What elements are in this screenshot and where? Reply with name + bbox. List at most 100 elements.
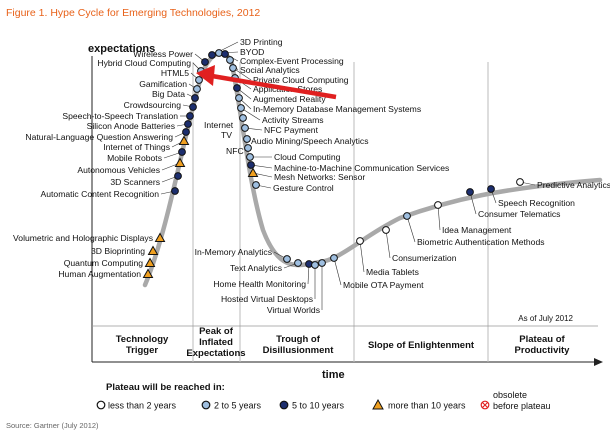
marker-html5 bbox=[195, 76, 203, 84]
legend-marker-lt2 bbox=[96, 400, 106, 410]
x-axis-label: time bbox=[322, 369, 345, 381]
label-gesture-control: Gesture Control bbox=[273, 183, 334, 193]
label-predictive-analytics: Predictive Analytics bbox=[537, 180, 610, 190]
label-text-analytics: Text Analytics bbox=[230, 263, 282, 273]
label-consumer-telematics: Consumer Telematics bbox=[478, 209, 560, 219]
marker-consumer-telematics bbox=[466, 188, 474, 196]
marker-speech-recognition bbox=[487, 185, 495, 193]
marker-silicon-anode-batteries bbox=[184, 120, 192, 128]
label-in-memory-analytics: In-Memory Analytics bbox=[195, 247, 272, 257]
marker-cloud-computing bbox=[246, 153, 254, 161]
legend-label-2to5: 2 to 5 years bbox=[214, 401, 262, 411]
label-speech-to-speech-translation: Speech-to-Speech Translation bbox=[62, 111, 178, 121]
marker-consumerization bbox=[382, 226, 390, 234]
marker-gamification bbox=[193, 85, 201, 93]
marker-activity-streams bbox=[237, 104, 245, 112]
label-internet-of-things: Internet of Things bbox=[103, 142, 170, 152]
label-natural-language-question-answering: Natural-Language Question Answering bbox=[25, 132, 173, 142]
marker-audio-mining-speech-analytics bbox=[243, 135, 251, 143]
label-big-data: Big Data bbox=[152, 89, 185, 99]
legend-title: Plateau will be reached in: bbox=[106, 382, 225, 393]
marker-augmented-reality bbox=[233, 84, 241, 92]
legend-label-obsolete: obsolete before plateau bbox=[493, 390, 551, 411]
label-cloud-computing: Cloud Computing bbox=[274, 152, 341, 162]
label-machine-to-machine-communication-services: Machine-to-Machine Communication Service… bbox=[274, 163, 449, 173]
marker-social-analytics bbox=[226, 56, 234, 64]
legend-label-lt2: less than 2 years bbox=[108, 401, 177, 411]
label-hosted-virtual-desktops: Hosted Virtual Desktops bbox=[221, 294, 313, 304]
label-complex-event-processing: Complex-Event Processing bbox=[240, 56, 344, 66]
marker-nfc bbox=[244, 144, 252, 152]
phase-plateau-label: Plateau of Productivity bbox=[515, 334, 571, 356]
label-3d-printing: 3D Printing bbox=[240, 37, 283, 47]
marker-virtual-worlds bbox=[318, 259, 326, 267]
phase-slope-label: Slope of Enlightenment bbox=[368, 340, 475, 351]
technology-labels: Volumetric and Holographic Displays 3D Bi… bbox=[13, 37, 610, 315]
label-gamification: Gamification bbox=[139, 79, 187, 89]
marker-big-data bbox=[191, 94, 199, 102]
marker-mobile-ota-payment bbox=[330, 254, 338, 262]
label-biometric-authentication-methods: Biometric Authentication Methods bbox=[417, 237, 545, 247]
marker-internet-of-things bbox=[178, 135, 190, 145]
marker-3d-bioprinting bbox=[147, 245, 159, 255]
technology-markers bbox=[142, 49, 524, 278]
legend-obsolete-cross-b bbox=[482, 402, 488, 408]
marker-biometric-authentication-methods bbox=[403, 212, 411, 220]
marker-3d-scanners bbox=[174, 172, 182, 180]
label-mobile-ota-payment: Mobile OTA Payment bbox=[343, 280, 424, 290]
marker-volumetric-and-holographic-displays bbox=[154, 232, 166, 242]
marker-private-cloud-computing bbox=[229, 64, 237, 72]
marker-internet-tv bbox=[239, 114, 247, 122]
label-mesh-networks-sensor: Mesh Networks: Sensor bbox=[274, 172, 365, 182]
label-audio-mining-speech-analytics: Audio Mining/Speech Analytics bbox=[251, 136, 369, 146]
label-byod: BYOD bbox=[240, 47, 264, 57]
y-axis-label: expectations bbox=[88, 43, 155, 55]
marker-idea-management bbox=[434, 201, 442, 209]
marker-crowdsourcing bbox=[189, 103, 197, 111]
marker-text-analytics bbox=[294, 259, 302, 267]
label-augmented-reality: Augmented Reality bbox=[253, 94, 326, 104]
phase-trigger-label: Technology Trigger bbox=[116, 334, 169, 356]
label-in-memory-database-management-systems: In-Memory Database Management Systems bbox=[253, 104, 421, 114]
marker-nfc-payment bbox=[241, 124, 249, 132]
label-mobile-robots: Mobile Robots bbox=[107, 153, 162, 163]
label-html5: HTML5 bbox=[161, 68, 189, 78]
figure-title: Figure 1. Hype Cycle for Emerging Techno… bbox=[6, 7, 260, 19]
label-autonomous-vehicles: Autonomous Vehicles bbox=[77, 165, 160, 175]
label-volumetric-and-holographic-displays: Volumetric and Holographic Displays bbox=[13, 233, 153, 243]
marker-automatic-content-recognition bbox=[171, 187, 179, 195]
marker-wireless-power bbox=[201, 58, 209, 66]
marker-mesh-networks-sensor bbox=[247, 167, 259, 177]
label-silicon-anode-batteries: Silicon Anode Batteries bbox=[87, 121, 175, 131]
marker-human-augmentation bbox=[142, 268, 154, 278]
label-social-analytics: Social Analytics bbox=[240, 65, 300, 75]
label-virtual-worlds: Virtual Worlds bbox=[267, 305, 320, 315]
leader-mobile-ota-payment bbox=[333, 257, 342, 286]
label-3d-scanners: 3D Scanners bbox=[110, 177, 160, 187]
label-quantum-computing: Quantum Computing bbox=[64, 258, 144, 268]
marker-media-tablets bbox=[356, 237, 364, 245]
marker-speech-to-speech-translation bbox=[186, 112, 194, 120]
label-internet-tv: Internet TV bbox=[204, 120, 234, 140]
legend-marker-2to5 bbox=[201, 400, 211, 410]
marker-machine-to-machine-communication-services bbox=[247, 161, 255, 169]
legend-marker-5to10 bbox=[279, 400, 289, 410]
phase-trough-label: Trough of Disillusionment bbox=[263, 334, 335, 356]
label-speech-recognition: Speech Recognition bbox=[498, 198, 575, 208]
marker-in-memory-analytics bbox=[283, 255, 291, 263]
marker-quantum-computing bbox=[144, 257, 156, 267]
legend-label-gt10: more than 10 years bbox=[388, 401, 466, 411]
label-activity-streams: Activity Streams bbox=[262, 115, 324, 125]
leader-idea-management bbox=[437, 204, 441, 231]
label-3d-bioprinting: 3D Bioprinting bbox=[91, 246, 145, 256]
marker-gesture-control bbox=[252, 181, 260, 189]
x-axis-arrowhead bbox=[594, 358, 603, 366]
label-wireless-power: Wireless Power bbox=[133, 49, 193, 59]
label-media-tablets: Media Tablets bbox=[366, 267, 419, 277]
leader-consumerization bbox=[385, 229, 391, 259]
label-home-health-monitoring: Home Health Monitoring bbox=[213, 279, 306, 289]
marker-hosted-virtual-desktops bbox=[311, 261, 319, 269]
marker-complex-event-processing bbox=[221, 50, 229, 58]
legend-marker-gt10 bbox=[372, 398, 384, 410]
